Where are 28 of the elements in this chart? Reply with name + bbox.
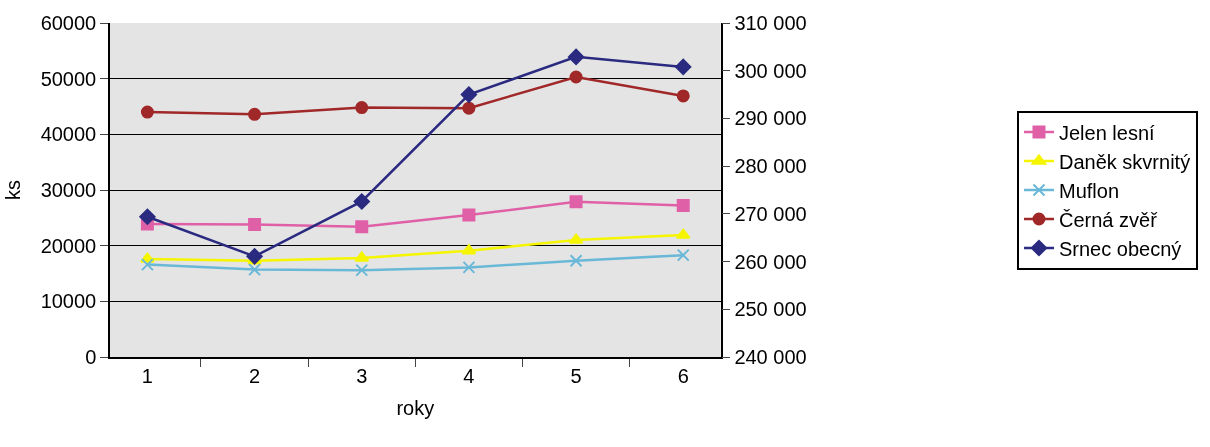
x-tick-label: 2: [249, 364, 261, 387]
y-tick-label: 0: [85, 346, 97, 368]
y2-tick-label: 310 000: [734, 12, 807, 34]
x-tick-label: 6: [677, 364, 689, 387]
y-tick-label: 60000: [40, 12, 97, 34]
y-tick-label: 50000: [40, 67, 97, 90]
x-tick-label: 3: [356, 364, 368, 387]
y2-tick-label: 270 000: [734, 202, 807, 225]
y-tick-label: 40000: [40, 123, 97, 146]
y-axis-title: ks: [1, 180, 24, 200]
y2-tick-label: 260 000: [734, 250, 807, 273]
legend-label: Daněk skvrnitý: [1058, 150, 1191, 173]
legend-label: Jelen lesní: [1058, 121, 1156, 144]
x-tick-label: 4: [463, 364, 475, 387]
legend-label: Muflon: [1058, 179, 1120, 202]
x-axis-title: roky: [396, 396, 435, 419]
legend-label: Černá zvěř: [1058, 208, 1159, 231]
x-tick-label: 5: [570, 364, 582, 387]
y2-tick-label: 250 000: [734, 298, 807, 321]
legend-label: Srnec obecný: [1058, 237, 1182, 260]
x-tick-label: 1: [141, 364, 153, 387]
y2-tick-label: 300 000: [734, 59, 807, 82]
y-tick-label: 20000: [40, 234, 97, 257]
y-tick-label: 30000: [40, 179, 97, 201]
y2-tick-label: 290 000: [734, 107, 807, 130]
y2-tick-label: 280 000: [734, 155, 807, 178]
y-tick-label: 10000: [40, 290, 97, 313]
y2-tick-label: 240 000: [734, 346, 807, 368]
